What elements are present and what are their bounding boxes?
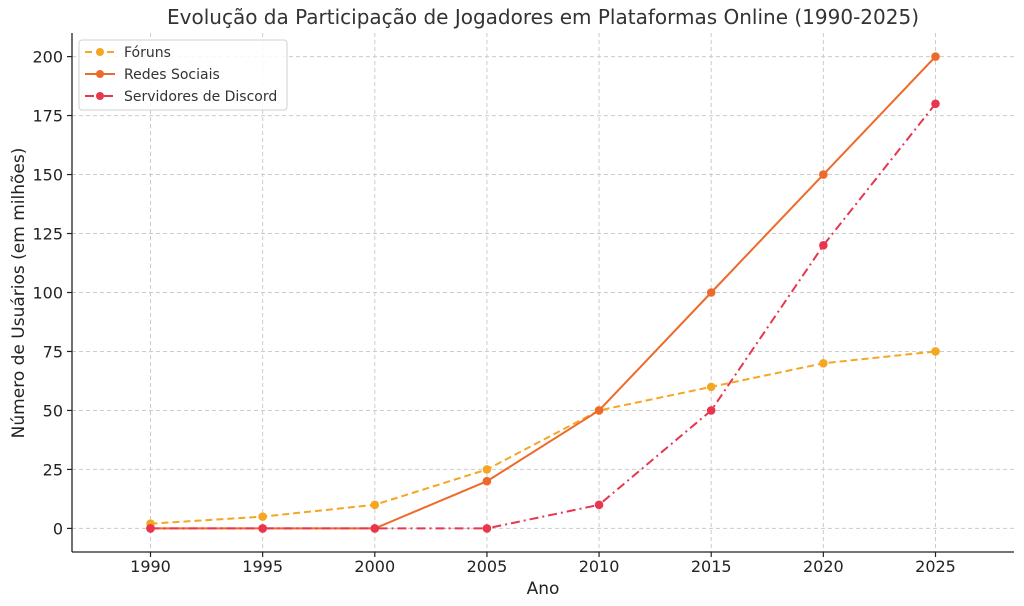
data-point-redes-sociais xyxy=(931,52,940,61)
data-point-foruns xyxy=(819,358,828,368)
x-axis-label: Ano xyxy=(527,579,560,599)
x-tick-label: 2010 xyxy=(579,557,620,576)
x-tick-label: 1990 xyxy=(130,557,171,576)
legend-box xyxy=(78,39,288,111)
axes: 1990 1995 2000 2005 2010 2015 2020 2025 0 25 50 75 1… xyxy=(32,33,1014,576)
data-point-servidores-de-discord xyxy=(482,524,492,533)
legend-swatch-marker xyxy=(96,70,104,78)
data-point-foruns xyxy=(706,382,716,392)
data-point-redes-sociais xyxy=(482,476,492,486)
x-tick-label: 2020 xyxy=(803,557,844,576)
data-point-foruns xyxy=(931,347,940,356)
data-point-servidores-de-discord xyxy=(819,241,828,250)
legend-entry-redes-sociais: Redes Sociais xyxy=(85,67,220,83)
series-layer xyxy=(146,52,940,533)
legend-label: Servidores de Discord xyxy=(124,89,277,105)
y-tick-label: 25 xyxy=(43,460,63,479)
x-tick-label: 2005 xyxy=(467,557,508,576)
legend-label: Redes Sociais xyxy=(124,67,220,83)
chart-title: Evolução da Participação de Jogadores em… xyxy=(167,5,919,29)
data-point-servidores-de-discord xyxy=(931,99,940,109)
data-point-redes-sociais xyxy=(706,288,716,297)
data-point-redes-sociais xyxy=(594,406,604,415)
x-tick-label: 2025 xyxy=(915,557,956,576)
x-tick-label: 2015 xyxy=(691,557,732,576)
series-servidores-de-discord xyxy=(146,99,940,533)
y-tick-label: 125 xyxy=(32,225,63,244)
y-tick-label: 50 xyxy=(43,401,63,420)
x-tick-label: 2000 xyxy=(354,557,395,576)
data-point-servidores-de-discord xyxy=(146,524,155,533)
series-line-redes-sociais xyxy=(150,55,937,530)
data-point-foruns xyxy=(258,512,267,521)
legend-entry-servidores-de-discord: Servidores de Discord xyxy=(85,89,277,105)
data-point-servidores-de-discord xyxy=(258,524,267,533)
series-line-foruns xyxy=(150,350,936,525)
series-foruns xyxy=(146,347,940,528)
legend-swatch-marker xyxy=(96,48,104,56)
data-point-foruns xyxy=(482,465,492,474)
y-tick-label: 150 xyxy=(32,166,63,185)
y-tick-label: 200 xyxy=(32,48,63,67)
x-tick-label: 1995 xyxy=(242,557,283,576)
y-tick-label: 100 xyxy=(32,284,63,303)
data-point-servidores-de-discord xyxy=(706,406,716,415)
grid xyxy=(72,33,1014,552)
y-tick-label: 0 xyxy=(53,519,63,538)
data-point-redes-sociais xyxy=(819,170,828,179)
legend-swatch-marker xyxy=(96,92,104,100)
y-axis-label: Número de Usuários (em milhões) xyxy=(9,148,29,439)
data-point-servidores-de-discord xyxy=(594,500,604,510)
series-line-servidores-de-discord xyxy=(150,103,937,530)
y-tick-label: 75 xyxy=(43,342,63,361)
legend-entry-foruns: Fóruns xyxy=(85,45,171,61)
data-point-servidores-de-discord xyxy=(370,524,380,533)
y-tick-label: 175 xyxy=(32,107,63,126)
data-point-foruns xyxy=(370,500,380,510)
legend-label: Fóruns xyxy=(124,45,171,61)
legend: Fóruns Redes Sociais Servidores de Discord xyxy=(78,39,288,111)
